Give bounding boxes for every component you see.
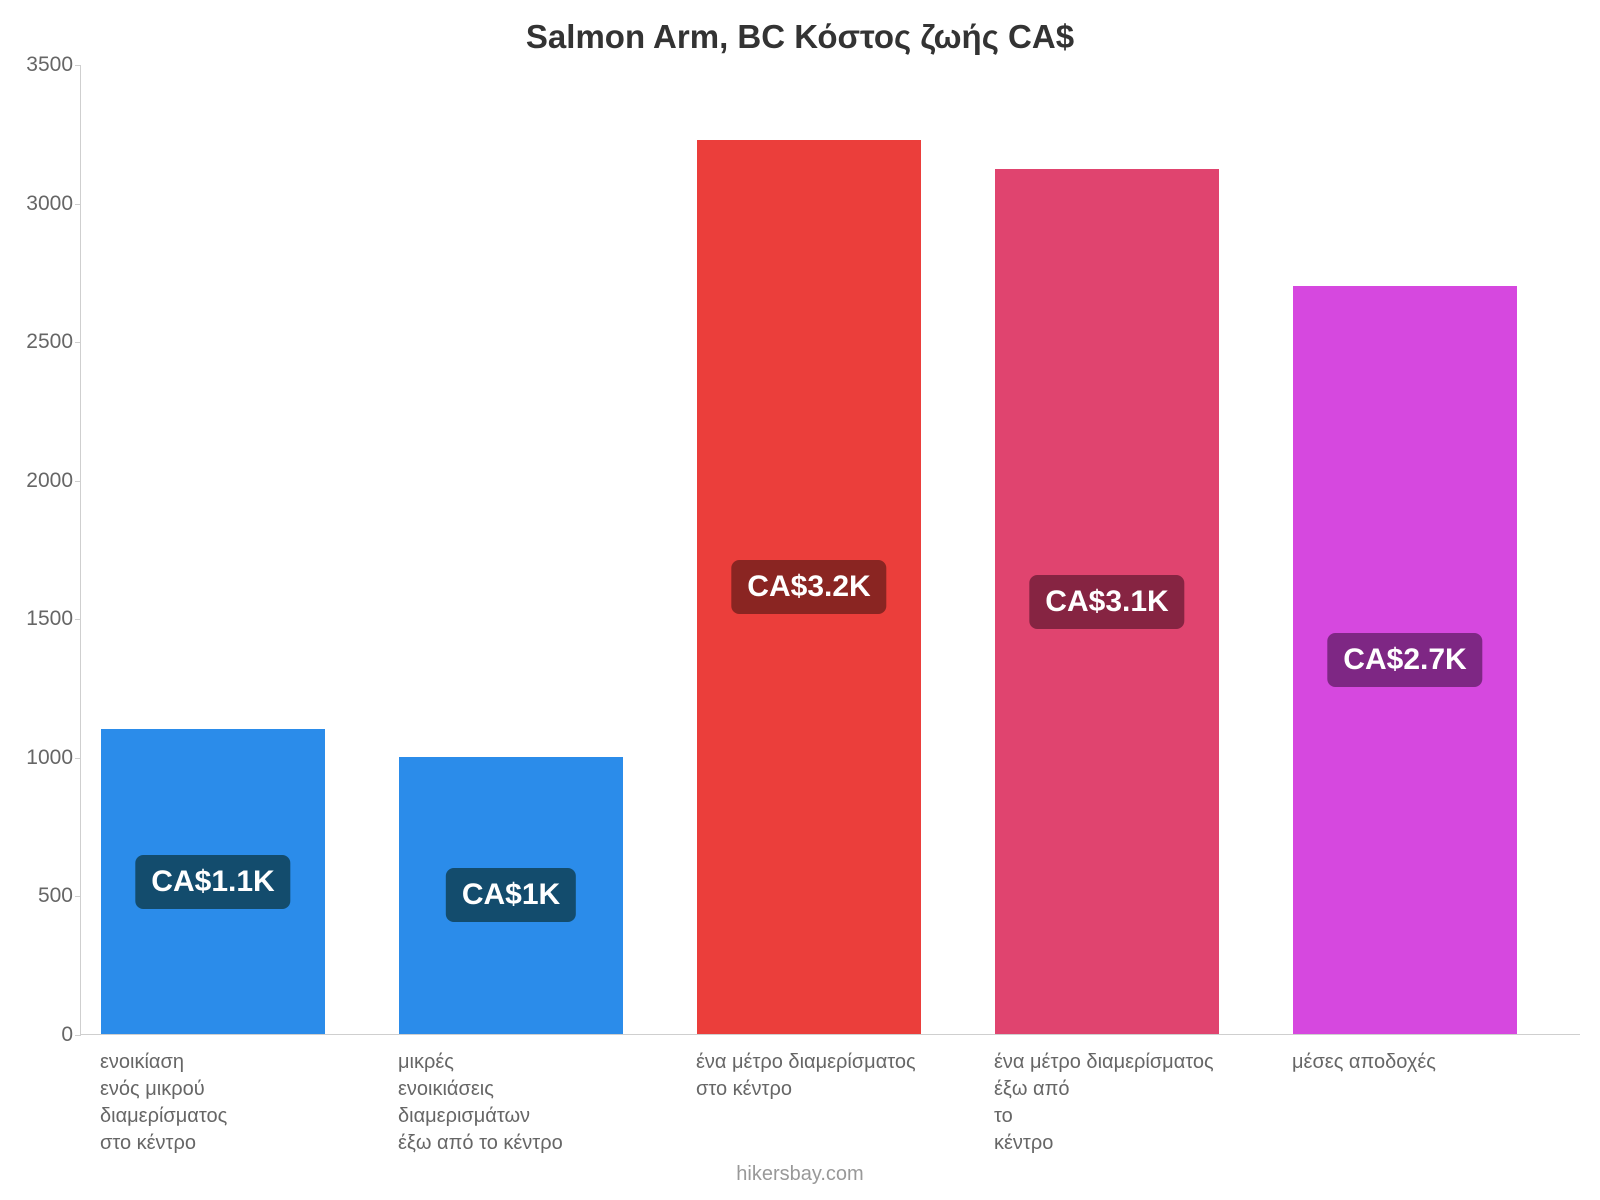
cost-of-living-chart: Salmon Arm, BC Κόστος ζωής CA$ 0 500 1000 1… [0, 0, 1600, 1200]
y-axis-tick-mark [75, 758, 81, 759]
x-axis-category-label: ένα μέτρο διαμερίσματος στο κέντρο [696, 1049, 916, 1103]
chart-footer-credit: hikersbay.com [0, 1163, 1600, 1186]
y-axis-tick-mark [75, 1035, 81, 1036]
y-axis-tick-mark [75, 896, 81, 897]
y-axis-tick-mark [75, 619, 81, 620]
chart-bar: CA$2.7K [1293, 286, 1517, 1034]
y-axis-tick-label: 1500 [13, 607, 73, 631]
chart-bar: CA$3.2K [697, 140, 921, 1034]
bar-value-label: CA$3.1K [1029, 575, 1184, 629]
bar-value-label: CA$1.1K [135, 855, 290, 909]
chart-plot-area: 0500100015002000250030003500CA$1.1KCA$1K… [80, 65, 1580, 1035]
chart-title: Salmon Arm, BC Κόστος ζωής CA$ [0, 18, 1600, 56]
bar-value-label: CA$3.2K [731, 560, 886, 614]
y-axis-tick-label: 2500 [13, 330, 73, 354]
y-axis-tick-mark [75, 204, 81, 205]
chart-bar: CA$3.1K [995, 169, 1219, 1034]
x-axis-category-label: ενοικίαση ενός μικρού διαμερίσματος στο … [100, 1049, 227, 1157]
bar-value-label: CA$1K [446, 868, 576, 922]
x-axis-category-label: ένα μέτρο διαμερίσματος έξω από το κέντρ… [994, 1049, 1214, 1157]
y-axis-tick-mark [75, 481, 81, 482]
bar-value-label: CA$2.7K [1327, 633, 1482, 687]
x-axis-category-label: μικρές ενοικιάσεις διαμερισμάτων έξω από… [398, 1049, 563, 1157]
y-axis-tick-label: 500 [13, 884, 73, 908]
chart-bar: CA$1K [399, 757, 623, 1034]
y-axis-tick-label: 3000 [13, 192, 73, 216]
y-axis-tick-mark [75, 342, 81, 343]
y-axis-tick-label: 1000 [13, 746, 73, 770]
chart-bar: CA$1.1K [101, 729, 325, 1034]
y-axis-tick-label: 3500 [13, 53, 73, 77]
x-axis-category-label: μέσες αποδοχές [1292, 1049, 1436, 1076]
y-axis-tick-label: 2000 [13, 469, 73, 493]
y-axis-tick-mark [75, 65, 81, 66]
y-axis-tick-label: 0 [13, 1023, 73, 1047]
